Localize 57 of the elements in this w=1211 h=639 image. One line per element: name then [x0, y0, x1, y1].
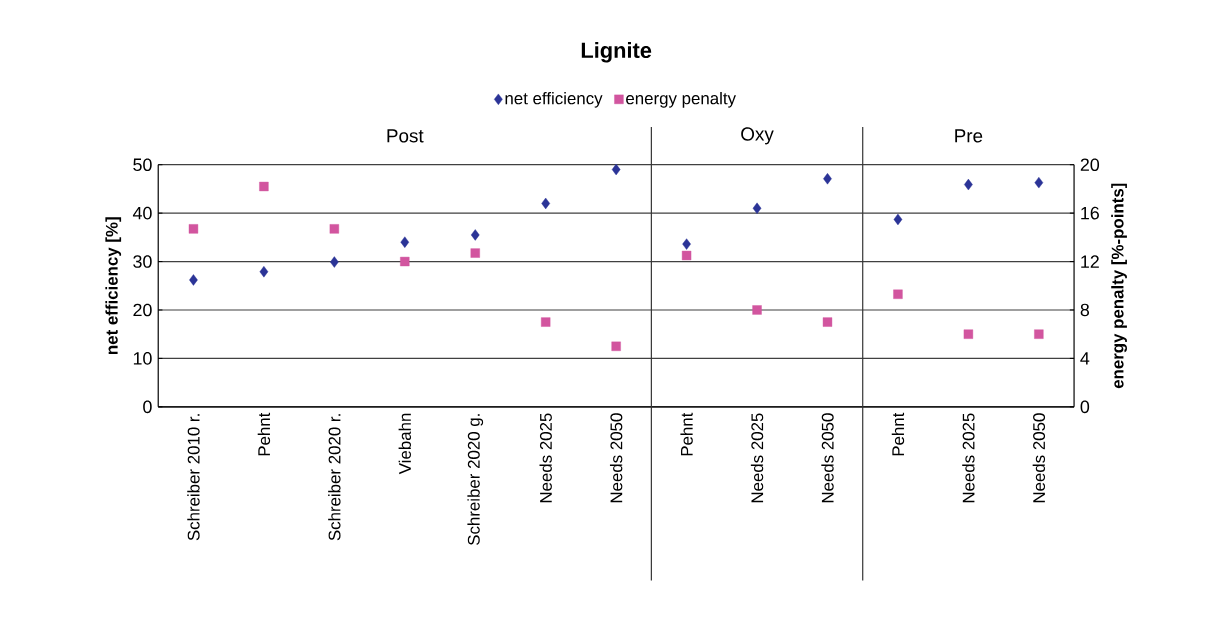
point	[681, 250, 692, 261]
x-tick-label: Schreiber 2010 r.	[187, 414, 200, 541]
point	[470, 248, 480, 258]
point	[189, 274, 198, 286]
point	[1034, 176, 1044, 189]
point	[752, 305, 762, 315]
x-tick-label: Needs 2025	[539, 413, 552, 503]
legend-label: net efficiency	[505, 91, 603, 108]
point	[611, 341, 621, 351]
y-tick-label: 0	[143, 400, 152, 414]
point	[541, 317, 551, 327]
point	[330, 256, 339, 268]
x-tick-label: Pehnt	[680, 412, 693, 456]
y2-tick-label: 12	[1081, 255, 1099, 268]
point	[400, 256, 410, 267]
y-tick-label: 30	[133, 255, 152, 268]
text: Post	[387, 129, 424, 143]
x-tick-label: Needs 2050	[1032, 413, 1046, 503]
y-tick-label: 50	[133, 158, 152, 172]
point	[1034, 329, 1044, 339]
x-tick-label: Needs 2025	[962, 413, 975, 503]
x-tick-label: Needs 2050	[821, 413, 834, 503]
point	[611, 163, 621, 176]
x-tick-label: Pehnt	[257, 412, 271, 456]
y-tick-label: 20	[133, 303, 152, 317]
point	[752, 202, 762, 214]
point	[963, 329, 974, 339]
legend-label: energy penalty	[626, 91, 736, 108]
x-tick-label: Viebahn	[398, 413, 411, 475]
y2-tick-label: 16	[1081, 206, 1099, 220]
y2-tick-label: 8	[1080, 303, 1090, 317]
y2-tick-label: 4	[1080, 352, 1090, 365]
text: Oxy	[741, 127, 774, 145]
text: Pre	[955, 129, 983, 143]
point	[329, 224, 340, 234]
point	[259, 266, 269, 278]
x-tick-label: Needs 2025	[750, 413, 764, 503]
point	[893, 213, 903, 226]
y2-tick-label: 20	[1080, 158, 1100, 172]
point	[470, 229, 480, 241]
point	[188, 224, 199, 234]
chart-title: Lignite	[581, 42, 652, 63]
x-tick-label: Pehnt	[891, 412, 905, 456]
point	[682, 238, 691, 250]
point	[400, 236, 410, 248]
x-tick-label: Schreiber 2020 r.	[328, 414, 341, 541]
y2-axis-title: energy penalty [%-points]	[1111, 183, 1127, 389]
y-tick-label: 10	[133, 352, 152, 365]
point	[823, 173, 832, 185]
x-tick-label: Schreiber 2020 g.	[467, 414, 484, 546]
point	[893, 289, 903, 299]
y-tick-label: 40	[132, 206, 152, 220]
y-axis-title: net efficiency [%]	[105, 217, 122, 355]
point	[822, 317, 833, 327]
y2-tick-label: 0	[1080, 400, 1090, 414]
point	[259, 181, 269, 192]
x-tick-label: Needs 2050	[609, 413, 623, 503]
